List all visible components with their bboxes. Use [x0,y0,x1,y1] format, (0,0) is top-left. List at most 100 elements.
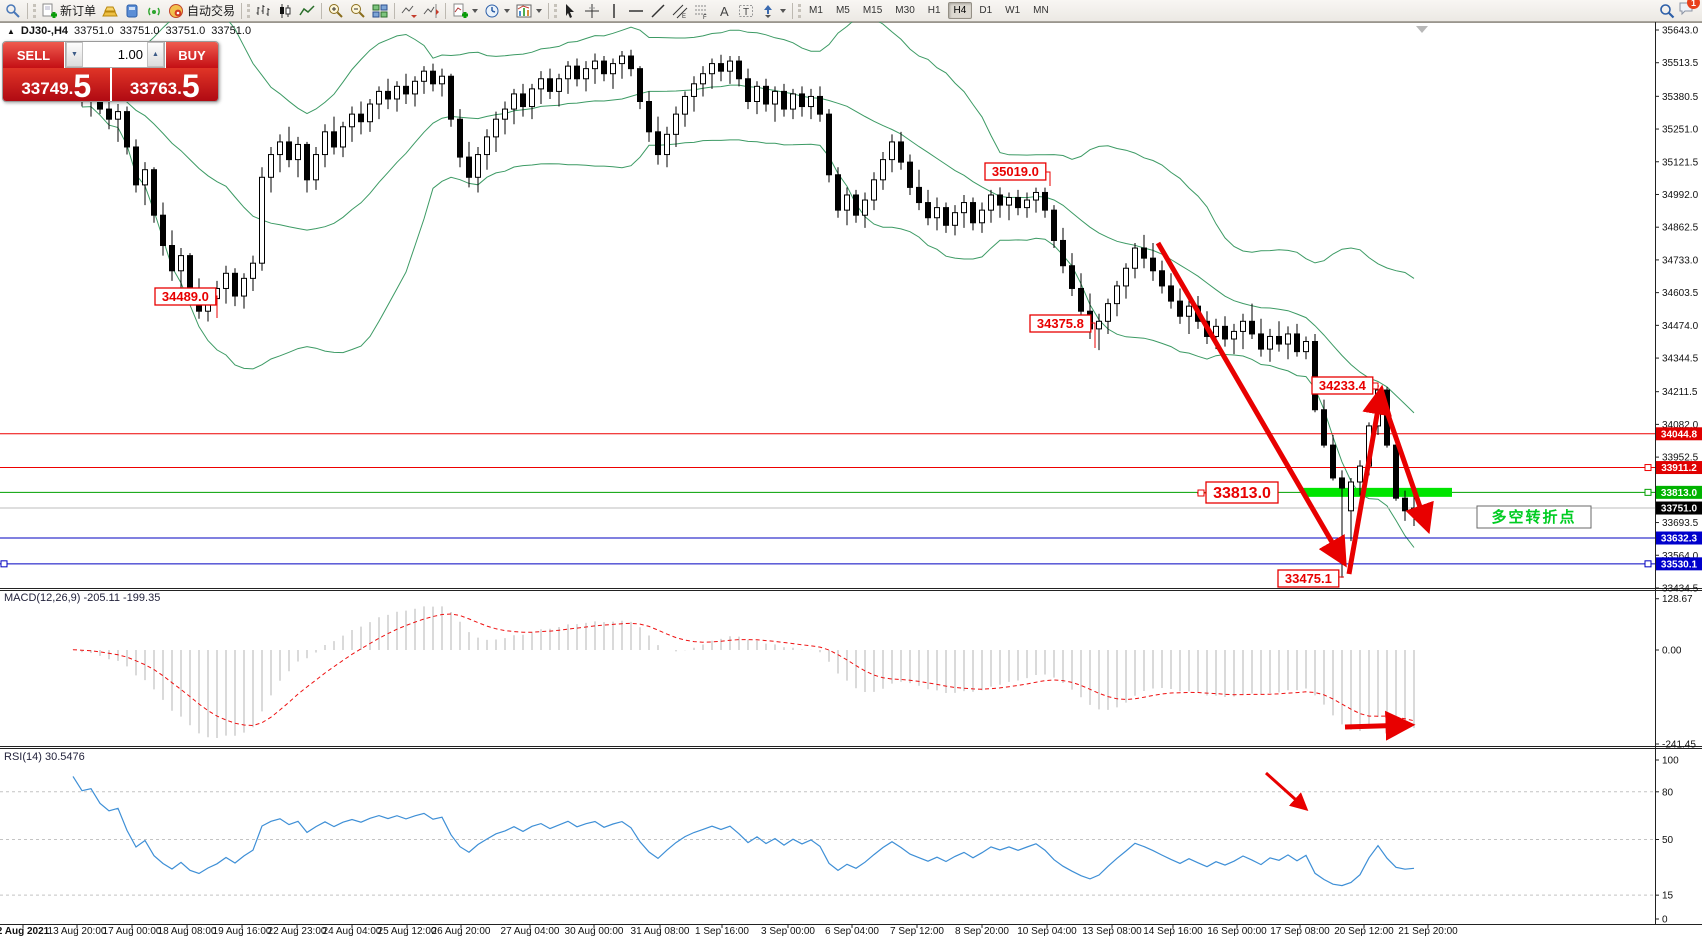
candle-body [646,101,652,133]
zoom-out-icon [351,3,365,18]
sell-price-panel[interactable]: 33749 . 5 [3,68,112,101]
deposit-button[interactable] [99,1,121,20]
buy-price-panel[interactable]: 33763 . 5 [111,68,218,101]
candle-body [1312,341,1318,411]
candle-body [1321,409,1327,446]
level-marker-icon[interactable] [0,560,8,568]
text-tool-button[interactable]: A [713,1,735,20]
buy-button[interactable]: BUY [165,42,218,68]
time-axis-label: 27 Aug 04:00 [501,926,560,937]
candle-body [439,75,445,85]
rsi-axis-label: 15 [1662,891,1674,902]
level-marker-icon[interactable] [1644,464,1652,472]
timeframe-button-H4[interactable]: H4 [947,2,973,19]
price-flag[interactable] [1311,376,1374,395]
line-chart-icon [299,4,315,15]
red-trend-arrow[interactable] [1383,408,1434,535]
volume-decrease-button[interactable]: ▼ [66,42,83,67]
timeframe-button-MN[interactable]: MN [1033,5,1049,16]
chart-window[interactable]: 35643.0 35513.5 35380.5 35251.0 35121.5 34992… [0,9,1702,938]
symbol-marker-icon: ▲ [7,26,15,36]
search-button[interactable] [1656,1,1678,20]
candle-body [1231,330,1237,340]
signals-button[interactable] [143,1,165,20]
price-flag[interactable] [154,287,217,306]
community-button[interactable] [121,1,143,20]
red-trend-arrow[interactable] [1346,384,1392,575]
timeframe-button-M15[interactable]: M15 [862,5,883,16]
candle-body [916,186,922,204]
vertical-line-tool-button[interactable] [603,1,625,20]
candlestick-mode-button[interactable] [274,1,296,20]
trendline-tool-button[interactable] [647,1,669,20]
bar-chart-mode-button[interactable] [252,1,274,20]
annotation-box[interactable] [1476,505,1592,529]
price-tick-label: 34862.5 [1662,223,1699,234]
price-badge [1656,531,1702,545]
volume-input[interactable]: 1.00 [83,42,147,67]
timeframe-button-W1[interactable]: W1 [1005,5,1021,16]
candle-body [592,60,598,70]
candle-body [448,75,454,120]
shapes-tool-button[interactable] [757,1,789,20]
candle-body [943,207,949,226]
candle-body [367,103,373,123]
support-zone-bar[interactable] [1303,487,1452,497]
notifications-button[interactable]: 1 [1678,0,1700,21]
chart-shift-marker-icon[interactable] [1416,26,1428,33]
auto-scroll-button[interactable] [398,1,420,20]
periods-button[interactable] [481,1,513,20]
price-flag[interactable] [1029,314,1092,333]
new-order-button[interactable]: 新订单 [38,1,99,20]
cursor-tool-button[interactable] [559,1,581,20]
red-trend-arrow[interactable] [1344,710,1416,741]
line-chart-mode-button[interactable] [296,1,318,20]
rsi-axis-label: 80 [1662,787,1674,798]
crosshair-tool-button[interactable] [581,1,603,20]
chart-canvas[interactable]: 35643.0 35513.5 35380.5 35251.0 35121.5 34992… [0,9,1702,938]
price-flag[interactable] [1205,481,1279,504]
toolbar-separator [792,2,794,19]
text-label-tool-button[interactable]: T [735,1,757,20]
level-marker-icon[interactable] [1644,560,1652,568]
chart-properties-button[interactable] [513,1,545,20]
sell-button[interactable]: SELL [3,42,65,68]
tile-windows-button[interactable] [369,1,391,20]
price-flag-label: 34375.8 [1037,316,1084,331]
level-marker-icon[interactable] [1644,488,1652,496]
time-axis-label: 8 Sep 20:00 [955,926,1009,937]
red-trend-arrow[interactable] [1155,241,1347,568]
timeframe-button-M5[interactable]: M5 [835,5,850,16]
macd-axis-label: 0.00 [1662,646,1682,657]
time-axis-label: 13 Aug 20:00 [48,926,107,937]
add-indicator-button[interactable] [449,1,481,20]
price-tick-label: 34603.5 [1662,288,1699,299]
timeframe-button-H1[interactable]: H1 [927,5,941,16]
zoom-in-button[interactable] [325,1,347,20]
chevron-down-icon [472,8,479,13]
candle-body [1339,477,1345,489]
timeframe-button-M1[interactable]: M1 [809,5,823,16]
timeframe-button-D1[interactable]: D1 [979,5,993,16]
auto-trading-button[interactable]: 自动交易 [165,1,238,20]
candle-body [511,93,517,110]
timeframe-button-M30[interactable]: M30 [895,5,915,16]
candle-body [142,169,148,186]
zoom-out-button[interactable] [347,1,369,20]
candle-body [610,63,616,75]
volume-increase-button[interactable]: ▲ [147,42,164,67]
price-flag[interactable] [1277,569,1340,588]
fibonacci-tool-button[interactable]: F [691,1,713,20]
red-trend-arrow[interactable] [1264,771,1309,812]
channel-tool-button[interactable]: E [669,1,691,20]
price-flag[interactable] [984,162,1047,181]
candle-body [1132,247,1138,269]
horizontal-line-tool-button[interactable] [625,1,647,20]
candle-body [808,95,814,108]
candle-body [421,70,427,82]
candle-body [997,194,1003,206]
toolbar-grip [798,3,802,18]
chart-shift-button[interactable] [420,1,442,20]
preview-button[interactable] [2,1,24,20]
